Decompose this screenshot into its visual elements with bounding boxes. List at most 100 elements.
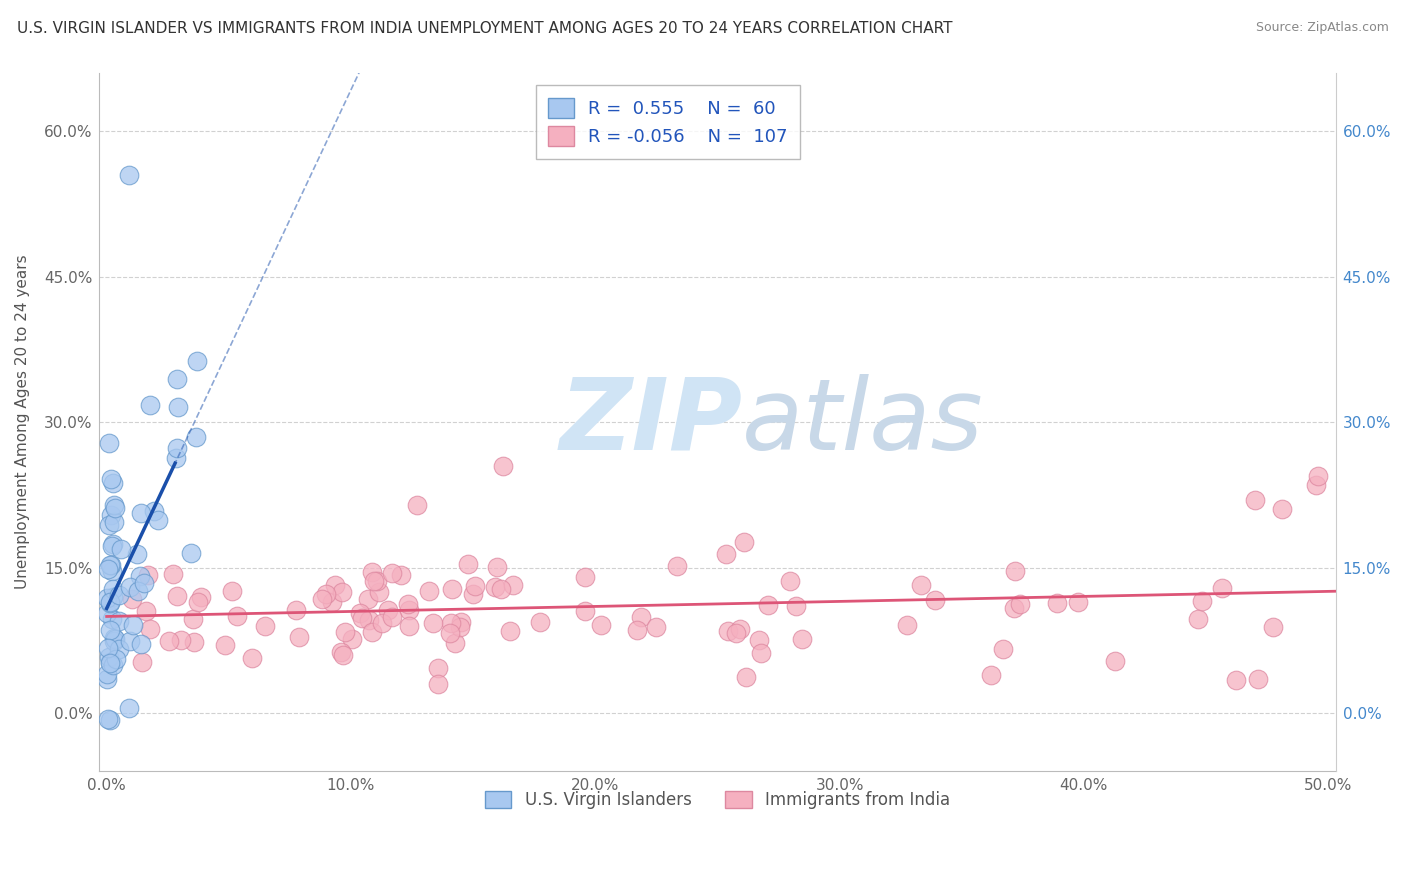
Point: [1002, 601, 1025, 615]
Point: [285, 603, 308, 617]
Point: [110, 542, 132, 557]
Point: [138, 567, 160, 582]
Point: [97, 518, 120, 533]
Point: [366, 574, 388, 588]
Point: [589, 617, 612, 632]
Point: [785, 599, 807, 613]
Point: [371, 615, 394, 630]
Point: [100, 558, 122, 573]
Point: [129, 637, 152, 651]
Point: [1187, 612, 1209, 626]
Point: [360, 625, 382, 640]
Point: [440, 582, 463, 596]
Point: [502, 578, 524, 592]
Point: [980, 668, 1002, 682]
Point: [749, 646, 772, 660]
Text: Source: ZipAtlas.com: Source: ZipAtlas.com: [1256, 21, 1389, 35]
Point: [98, 435, 121, 450]
Point: [398, 619, 420, 633]
Point: [1225, 673, 1247, 687]
Point: [186, 353, 208, 368]
Point: [381, 610, 404, 624]
Point: [398, 602, 420, 616]
Point: [96, 667, 118, 681]
Point: [98, 594, 121, 608]
Point: [166, 589, 188, 603]
Point: [717, 624, 740, 638]
Point: [340, 632, 363, 647]
Point: [574, 604, 596, 618]
Point: [180, 546, 202, 560]
Point: [167, 400, 190, 414]
Point: [127, 583, 149, 598]
Point: [103, 631, 125, 645]
Point: [105, 651, 128, 665]
Point: [389, 568, 412, 582]
Point: [101, 536, 124, 550]
Point: [107, 642, 129, 657]
Point: [484, 580, 506, 594]
Point: [166, 442, 188, 456]
Point: [107, 614, 129, 628]
Point: [97, 641, 120, 656]
Point: [461, 587, 484, 601]
Point: [190, 591, 212, 605]
Point: [129, 506, 152, 520]
Point: [724, 625, 747, 640]
Point: [1247, 672, 1270, 686]
Point: [405, 498, 427, 512]
Point: [101, 590, 124, 604]
Point: [350, 611, 373, 625]
Point: [226, 609, 249, 624]
Point: [96, 673, 118, 687]
Point: [103, 498, 125, 512]
Point: [357, 592, 380, 607]
Point: [485, 560, 508, 574]
Point: [98, 558, 121, 573]
Point: [361, 566, 384, 580]
Point: [1263, 619, 1285, 633]
Point: [450, 615, 472, 629]
Point: [321, 595, 343, 609]
Point: [240, 650, 263, 665]
Point: [127, 547, 149, 561]
Point: [169, 633, 191, 648]
Point: [254, 618, 277, 632]
Point: [142, 504, 165, 518]
Point: [104, 632, 127, 647]
Point: [118, 168, 141, 182]
Point: [1008, 597, 1031, 611]
Point: [457, 557, 479, 571]
Point: [287, 630, 309, 644]
Point: [214, 638, 236, 652]
Point: [733, 535, 755, 549]
Point: [574, 570, 596, 584]
Point: [96, 606, 118, 620]
Point: [426, 661, 449, 675]
Point: [665, 558, 688, 573]
Point: [439, 625, 461, 640]
Point: [100, 612, 122, 626]
Point: [101, 582, 124, 596]
Point: [449, 620, 471, 634]
Point: [1045, 596, 1067, 610]
Point: [101, 539, 124, 553]
Point: [418, 584, 440, 599]
Point: [108, 588, 131, 602]
Point: [792, 632, 814, 646]
Point: [499, 624, 522, 639]
Point: [135, 604, 157, 618]
Point: [1243, 492, 1265, 507]
Point: [1191, 594, 1213, 608]
Point: [186, 430, 208, 444]
Point: [626, 623, 648, 637]
Point: [728, 622, 751, 636]
Point: [98, 624, 121, 638]
Point: [181, 612, 204, 626]
Point: [333, 624, 356, 639]
Point: [332, 648, 354, 663]
Point: [166, 372, 188, 386]
Point: [330, 585, 353, 599]
Point: [644, 620, 666, 634]
Point: [716, 547, 738, 561]
